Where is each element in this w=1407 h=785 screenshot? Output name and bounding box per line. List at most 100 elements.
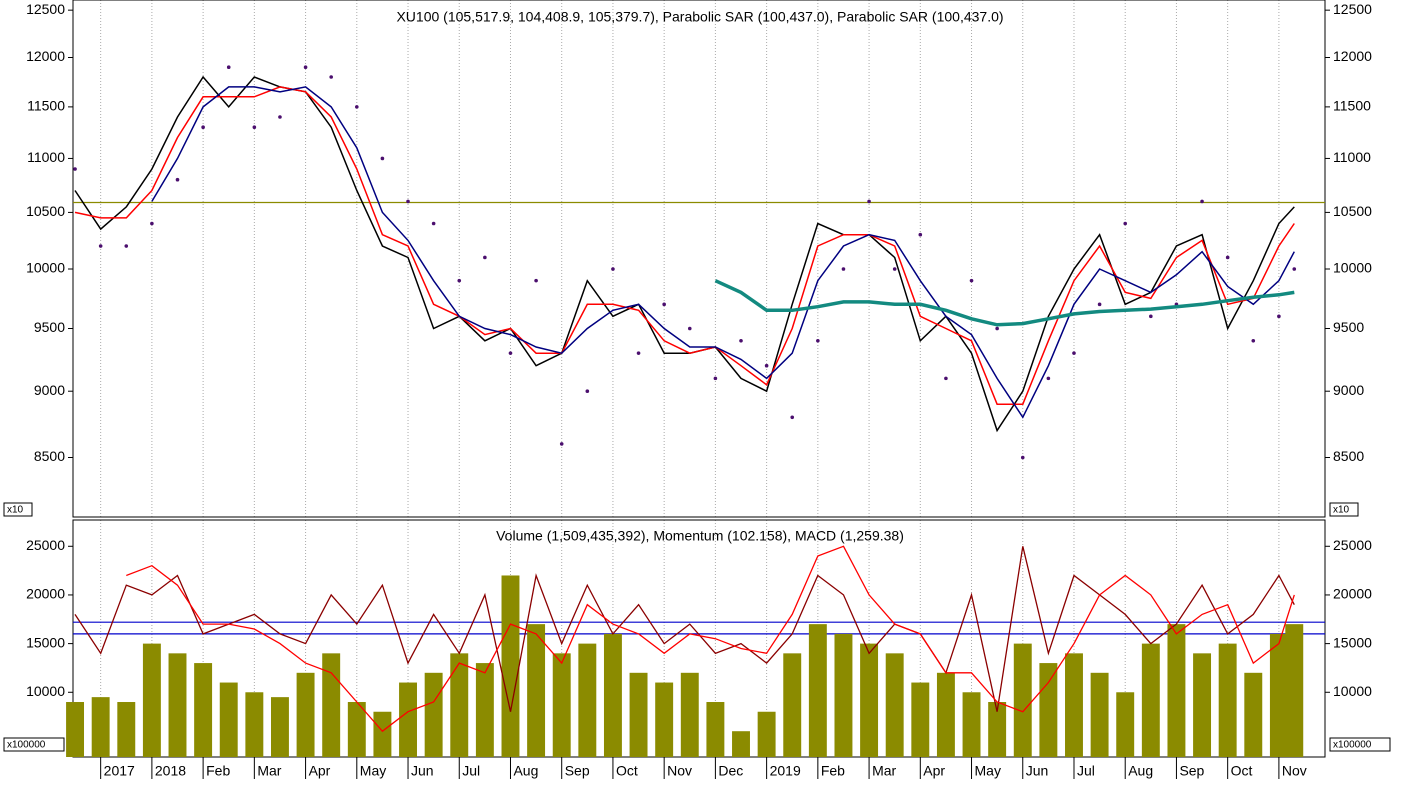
volume-bar [962,692,981,757]
x-tick-label: Oct [1231,763,1253,779]
volume-bar [91,697,110,757]
volume-bar [1065,653,1083,757]
volume-bar [1013,643,1032,757]
sar-dot [944,376,948,381]
sar-dot [918,232,923,237]
volume-bar [219,682,238,757]
volume-bar [475,663,494,757]
y-tick-label: 15000 [26,634,65,650]
volume-bar [603,633,622,757]
volume-bar [1244,672,1263,757]
sar-dot [585,389,590,394]
volume-bar [1039,663,1058,757]
sar-dot [1200,199,1204,204]
y-tick-label: 10000 [1333,683,1372,699]
y-tick-label: 10000 [26,683,65,699]
sar-dot [559,442,564,446]
sar-dot [329,75,333,79]
sar-dot [124,244,129,248]
sar-dot [1072,351,1076,355]
y-tick-label: 25000 [1333,537,1372,553]
sar-dot [431,221,436,226]
x-tick-label: Nov [1282,763,1307,779]
volume-bar [1285,624,1304,757]
volume-bar [988,702,1007,757]
x-tick-label: Sep [565,763,590,779]
sar-dot [764,363,769,368]
y-tick-label: 11000 [27,149,65,165]
sar-dot [150,221,154,226]
volume-bar [347,702,366,757]
unit-box [3,502,33,517]
volume-bar [860,643,879,757]
sar-dot [995,326,999,331]
sar-dot [406,199,410,204]
x-tick-label: 2019 [770,763,801,779]
unit-box [3,737,65,752]
sar-dot [278,115,282,119]
volume-bar [552,653,571,757]
volume-bar [322,653,341,757]
x-tick-label: May [360,763,386,779]
y-tick-label: 9000 [34,382,65,398]
y-tick-label: 9500 [1333,319,1364,335]
sar-dot [790,415,795,420]
series-line [151,86,1295,419]
y-tick-label: 10000 [1333,260,1372,276]
volume-bar [1090,672,1109,757]
volume-bar [680,672,699,757]
sar-dot [457,278,462,283]
series-line [714,279,1295,327]
volume-bar [142,643,161,757]
sar-dot [816,338,820,343]
sar-dot [636,351,641,355]
sar-dot [508,351,513,355]
sar-dot [662,302,666,307]
sar-dot [1225,255,1230,260]
y-tick-label: 20000 [26,586,65,602]
y-tick-label: 8500 [1333,448,1364,464]
volume-bar [501,575,520,757]
unit-box [1329,502,1359,517]
unit-label: x10 [1333,505,1350,516]
volume-bar [578,643,597,757]
sar-dot [483,255,487,260]
sar-dot [1020,455,1025,460]
y-tick-label: 15000 [1333,634,1372,650]
x-tick-label: Jul [462,763,480,779]
volume-bar [245,692,264,757]
volume-bar [66,702,85,757]
volume-bar [117,702,136,757]
y-tick-label: 9500 [34,319,65,335]
sar-dot [534,278,538,283]
sar-dot [73,167,77,171]
sar-dot [687,326,692,331]
sar-dot [1277,314,1281,319]
x-tick-label: Aug [513,763,538,779]
volume-bar [732,731,750,757]
volume-bar [655,682,674,757]
x-tick-label: 2018 [155,763,186,779]
x-tick-label: Jun [1026,763,1049,779]
volume-bar [1218,643,1237,757]
volume-bar [168,653,187,757]
y-tick-label: 11500 [27,98,65,114]
bottom-panel [72,519,1326,758]
y-tick-label: 10000 [26,260,65,276]
y-tick-label: 10500 [1333,203,1372,219]
sar-dot [1251,338,1256,343]
y-tick-label: 8500 [34,448,65,464]
y-tick-label: 20000 [1333,586,1372,602]
volume-bar [450,653,469,757]
y-tick-label: 12500 [26,1,65,17]
volume-bar [936,672,955,757]
y-tick-label: 12000 [1333,48,1372,64]
sar-dot [611,267,615,271]
sar-dot [355,105,359,109]
volume-bar [1167,624,1186,757]
volume-bar [1116,692,1135,757]
volume-bar [399,682,417,757]
x-tick-label: Sep [1179,763,1204,779]
sar-dot [226,65,231,70]
